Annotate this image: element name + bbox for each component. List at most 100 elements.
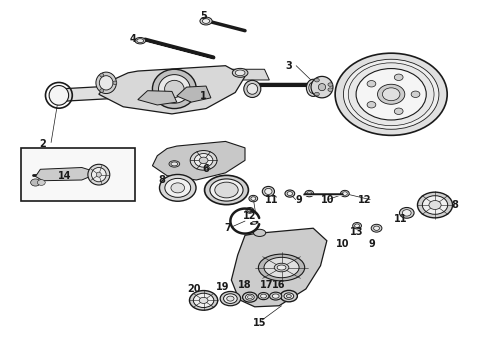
Ellipse shape (194, 293, 214, 307)
Text: 11: 11 (265, 195, 278, 204)
Circle shape (382, 88, 400, 101)
Ellipse shape (285, 190, 294, 197)
Ellipse shape (305, 190, 314, 197)
Ellipse shape (215, 182, 238, 198)
Polygon shape (35, 167, 99, 181)
Ellipse shape (227, 296, 234, 301)
Ellipse shape (247, 84, 258, 94)
Ellipse shape (113, 81, 117, 85)
Ellipse shape (232, 68, 248, 77)
Circle shape (343, 59, 439, 129)
Ellipse shape (246, 207, 254, 213)
Circle shape (315, 92, 319, 96)
Circle shape (367, 102, 376, 108)
Ellipse shape (371, 224, 382, 232)
Polygon shape (99, 66, 245, 114)
Ellipse shape (200, 17, 212, 25)
Ellipse shape (272, 294, 279, 298)
Polygon shape (152, 141, 245, 180)
Ellipse shape (311, 76, 333, 98)
Ellipse shape (235, 70, 245, 76)
Ellipse shape (243, 292, 257, 302)
Bar (21, 148, 135, 202)
Ellipse shape (249, 195, 258, 202)
Circle shape (394, 74, 403, 81)
Ellipse shape (165, 80, 184, 98)
Ellipse shape (284, 293, 294, 299)
Ellipse shape (306, 79, 320, 96)
Text: 6: 6 (203, 164, 209, 174)
Ellipse shape (165, 179, 191, 197)
Ellipse shape (402, 210, 411, 216)
Ellipse shape (171, 183, 185, 193)
Text: 19: 19 (216, 282, 230, 292)
Ellipse shape (199, 157, 208, 163)
Text: 10: 10 (321, 195, 335, 204)
Ellipse shape (190, 291, 218, 310)
Ellipse shape (210, 179, 243, 201)
Ellipse shape (92, 167, 106, 182)
Ellipse shape (159, 175, 196, 201)
Ellipse shape (100, 73, 104, 77)
Ellipse shape (355, 224, 360, 228)
Circle shape (315, 78, 319, 82)
Ellipse shape (307, 192, 312, 195)
Circle shape (367, 81, 376, 87)
Ellipse shape (374, 226, 379, 230)
Text: 10: 10 (336, 239, 349, 249)
Ellipse shape (262, 186, 274, 197)
Text: 8: 8 (451, 200, 458, 210)
Text: 20: 20 (187, 284, 200, 294)
Ellipse shape (251, 197, 256, 201)
Text: 14: 14 (58, 171, 72, 181)
Ellipse shape (88, 164, 110, 185)
Ellipse shape (199, 297, 208, 303)
Ellipse shape (204, 175, 248, 204)
Ellipse shape (274, 263, 289, 272)
Ellipse shape (137, 39, 144, 42)
Ellipse shape (417, 192, 453, 218)
Ellipse shape (264, 257, 299, 278)
Text: 9: 9 (368, 239, 375, 249)
Ellipse shape (422, 196, 448, 214)
Ellipse shape (280, 291, 297, 302)
Text: 5: 5 (200, 11, 207, 21)
Ellipse shape (99, 76, 113, 90)
Ellipse shape (399, 207, 414, 218)
Ellipse shape (190, 150, 217, 170)
Ellipse shape (341, 190, 349, 197)
Text: 11: 11 (394, 214, 408, 224)
Ellipse shape (96, 72, 116, 94)
Circle shape (411, 91, 420, 98)
Text: 4: 4 (129, 34, 136, 44)
Polygon shape (60, 84, 157, 102)
Text: 1: 1 (200, 91, 207, 101)
Circle shape (348, 63, 434, 126)
Ellipse shape (287, 294, 291, 298)
Circle shape (335, 53, 447, 135)
Ellipse shape (261, 294, 267, 298)
Ellipse shape (277, 265, 286, 270)
Text: 12: 12 (358, 195, 371, 204)
Circle shape (37, 180, 45, 185)
Polygon shape (216, 69, 270, 80)
Polygon shape (138, 91, 177, 105)
Text: 7: 7 (224, 223, 231, 233)
Ellipse shape (220, 292, 241, 306)
Ellipse shape (247, 209, 252, 212)
Ellipse shape (253, 229, 266, 237)
Circle shape (394, 108, 403, 114)
Ellipse shape (202, 19, 210, 23)
Ellipse shape (195, 154, 213, 167)
Ellipse shape (429, 201, 441, 210)
Text: 12: 12 (243, 211, 257, 221)
Ellipse shape (244, 80, 261, 98)
Ellipse shape (270, 292, 282, 300)
Ellipse shape (169, 161, 180, 167)
Ellipse shape (258, 254, 305, 281)
Text: 2: 2 (39, 139, 46, 149)
Ellipse shape (135, 37, 146, 44)
Ellipse shape (247, 296, 252, 299)
Polygon shape (177, 86, 211, 102)
Text: 15: 15 (253, 318, 267, 328)
